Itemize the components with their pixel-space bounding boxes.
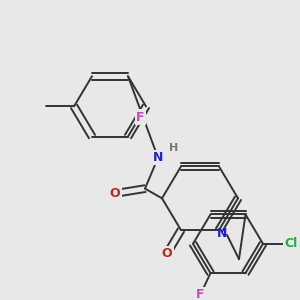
Text: O: O [110, 187, 120, 200]
Text: H: H [169, 143, 178, 153]
Text: F: F [136, 111, 144, 124]
Text: Cl: Cl [284, 237, 298, 250]
Text: O: O [162, 247, 172, 260]
Text: N: N [217, 226, 227, 239]
Text: F: F [196, 288, 205, 300]
Text: N: N [153, 151, 163, 164]
